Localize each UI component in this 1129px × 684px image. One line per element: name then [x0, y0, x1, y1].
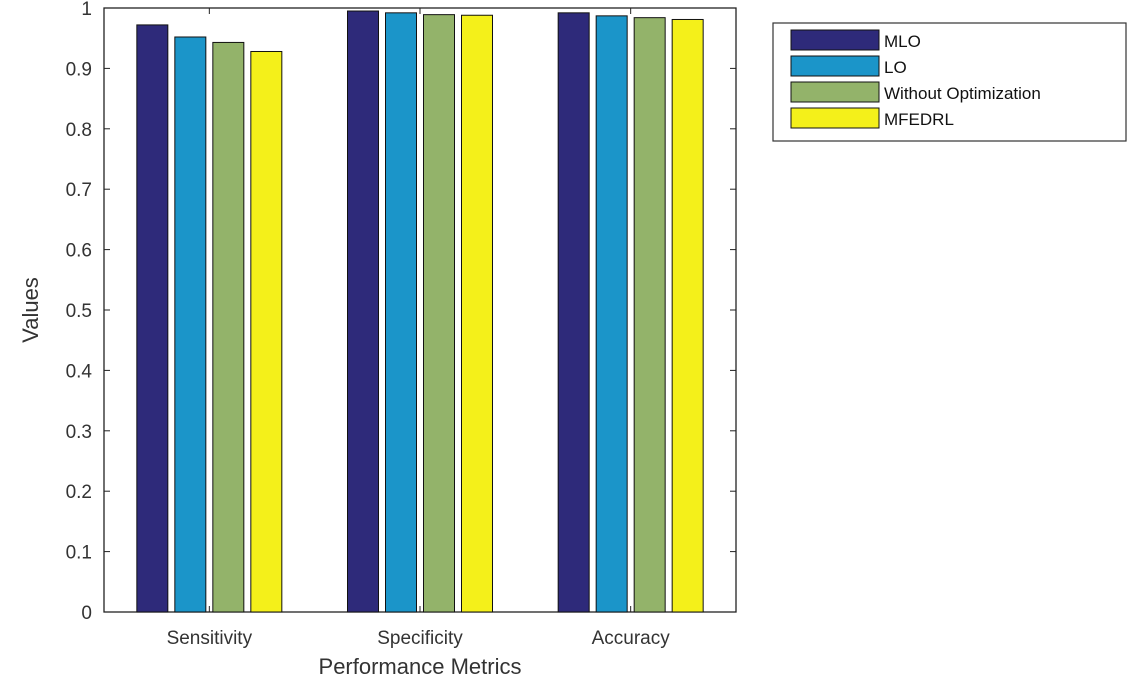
legend: MLO LO Without Optimization MFEDRL	[772, 22, 1127, 142]
legend-label: Without Optimization	[884, 84, 1041, 103]
bar-lo-specificity	[385, 12, 417, 613]
legend-label: MLO	[884, 32, 921, 51]
x-tick-label: Accuracy	[592, 628, 671, 649]
y-tick-label: 0.7	[66, 180, 92, 201]
y-tick-label: 0.4	[66, 361, 93, 382]
y-tick-label: 0.1	[66, 543, 92, 564]
legend-swatch	[790, 29, 880, 51]
legend-label: LO	[884, 58, 907, 77]
x-axis-title: Performance Metrics	[319, 654, 522, 679]
axis-ticks	[104, 7, 736, 613]
bar-without-optimization-accuracy	[633, 17, 666, 613]
x-tick-label: Specificity	[377, 628, 463, 649]
y-tick-label: 0.5	[66, 301, 92, 322]
bar-without-optimization-sensitivity	[212, 41, 245, 613]
y-axis-title: Values	[18, 277, 43, 343]
y-tick-label: 0.8	[66, 120, 92, 141]
y-tick-label: 0.2	[66, 482, 92, 503]
bar-mlo-accuracy	[557, 12, 590, 613]
y-tick-label: 0.6	[66, 241, 92, 262]
x-tick-labels: Sensitivity Specificity Accuracy	[167, 628, 671, 649]
bar-mfedrl-accuracy	[671, 18, 704, 613]
legend-swatch	[790, 107, 880, 129]
y-tick-label: 0	[81, 603, 92, 624]
x-tick-label: Sensitivity	[167, 628, 253, 649]
bar-lo-accuracy	[595, 15, 628, 613]
bar-mlo-specificity	[347, 10, 379, 613]
bar-without-optimization-specificity	[423, 14, 455, 613]
bar-mlo-sensitivity	[136, 24, 169, 613]
bar-lo-sensitivity	[174, 36, 207, 613]
legend-items: MLO LO Without Optimization MFEDRL	[790, 29, 1041, 129]
legend-swatch	[790, 81, 880, 103]
y-tick-label: 0.9	[66, 59, 92, 80]
bar-mfedrl-sensitivity	[250, 50, 283, 613]
bars	[136, 10, 704, 613]
y-tick-labels: 0 0.1 0.2 0.3 0.4 0.5 0.6 0.7 0.8 0.9 1	[66, 0, 93, 624]
legend-label: MFEDRL	[884, 110, 954, 129]
bar-mfedrl-specificity	[461, 14, 493, 613]
y-tick-label: 1	[81, 0, 92, 20]
plot-area	[103, 7, 737, 613]
legend-swatch	[790, 55, 880, 77]
y-tick-label: 0.3	[66, 422, 92, 443]
